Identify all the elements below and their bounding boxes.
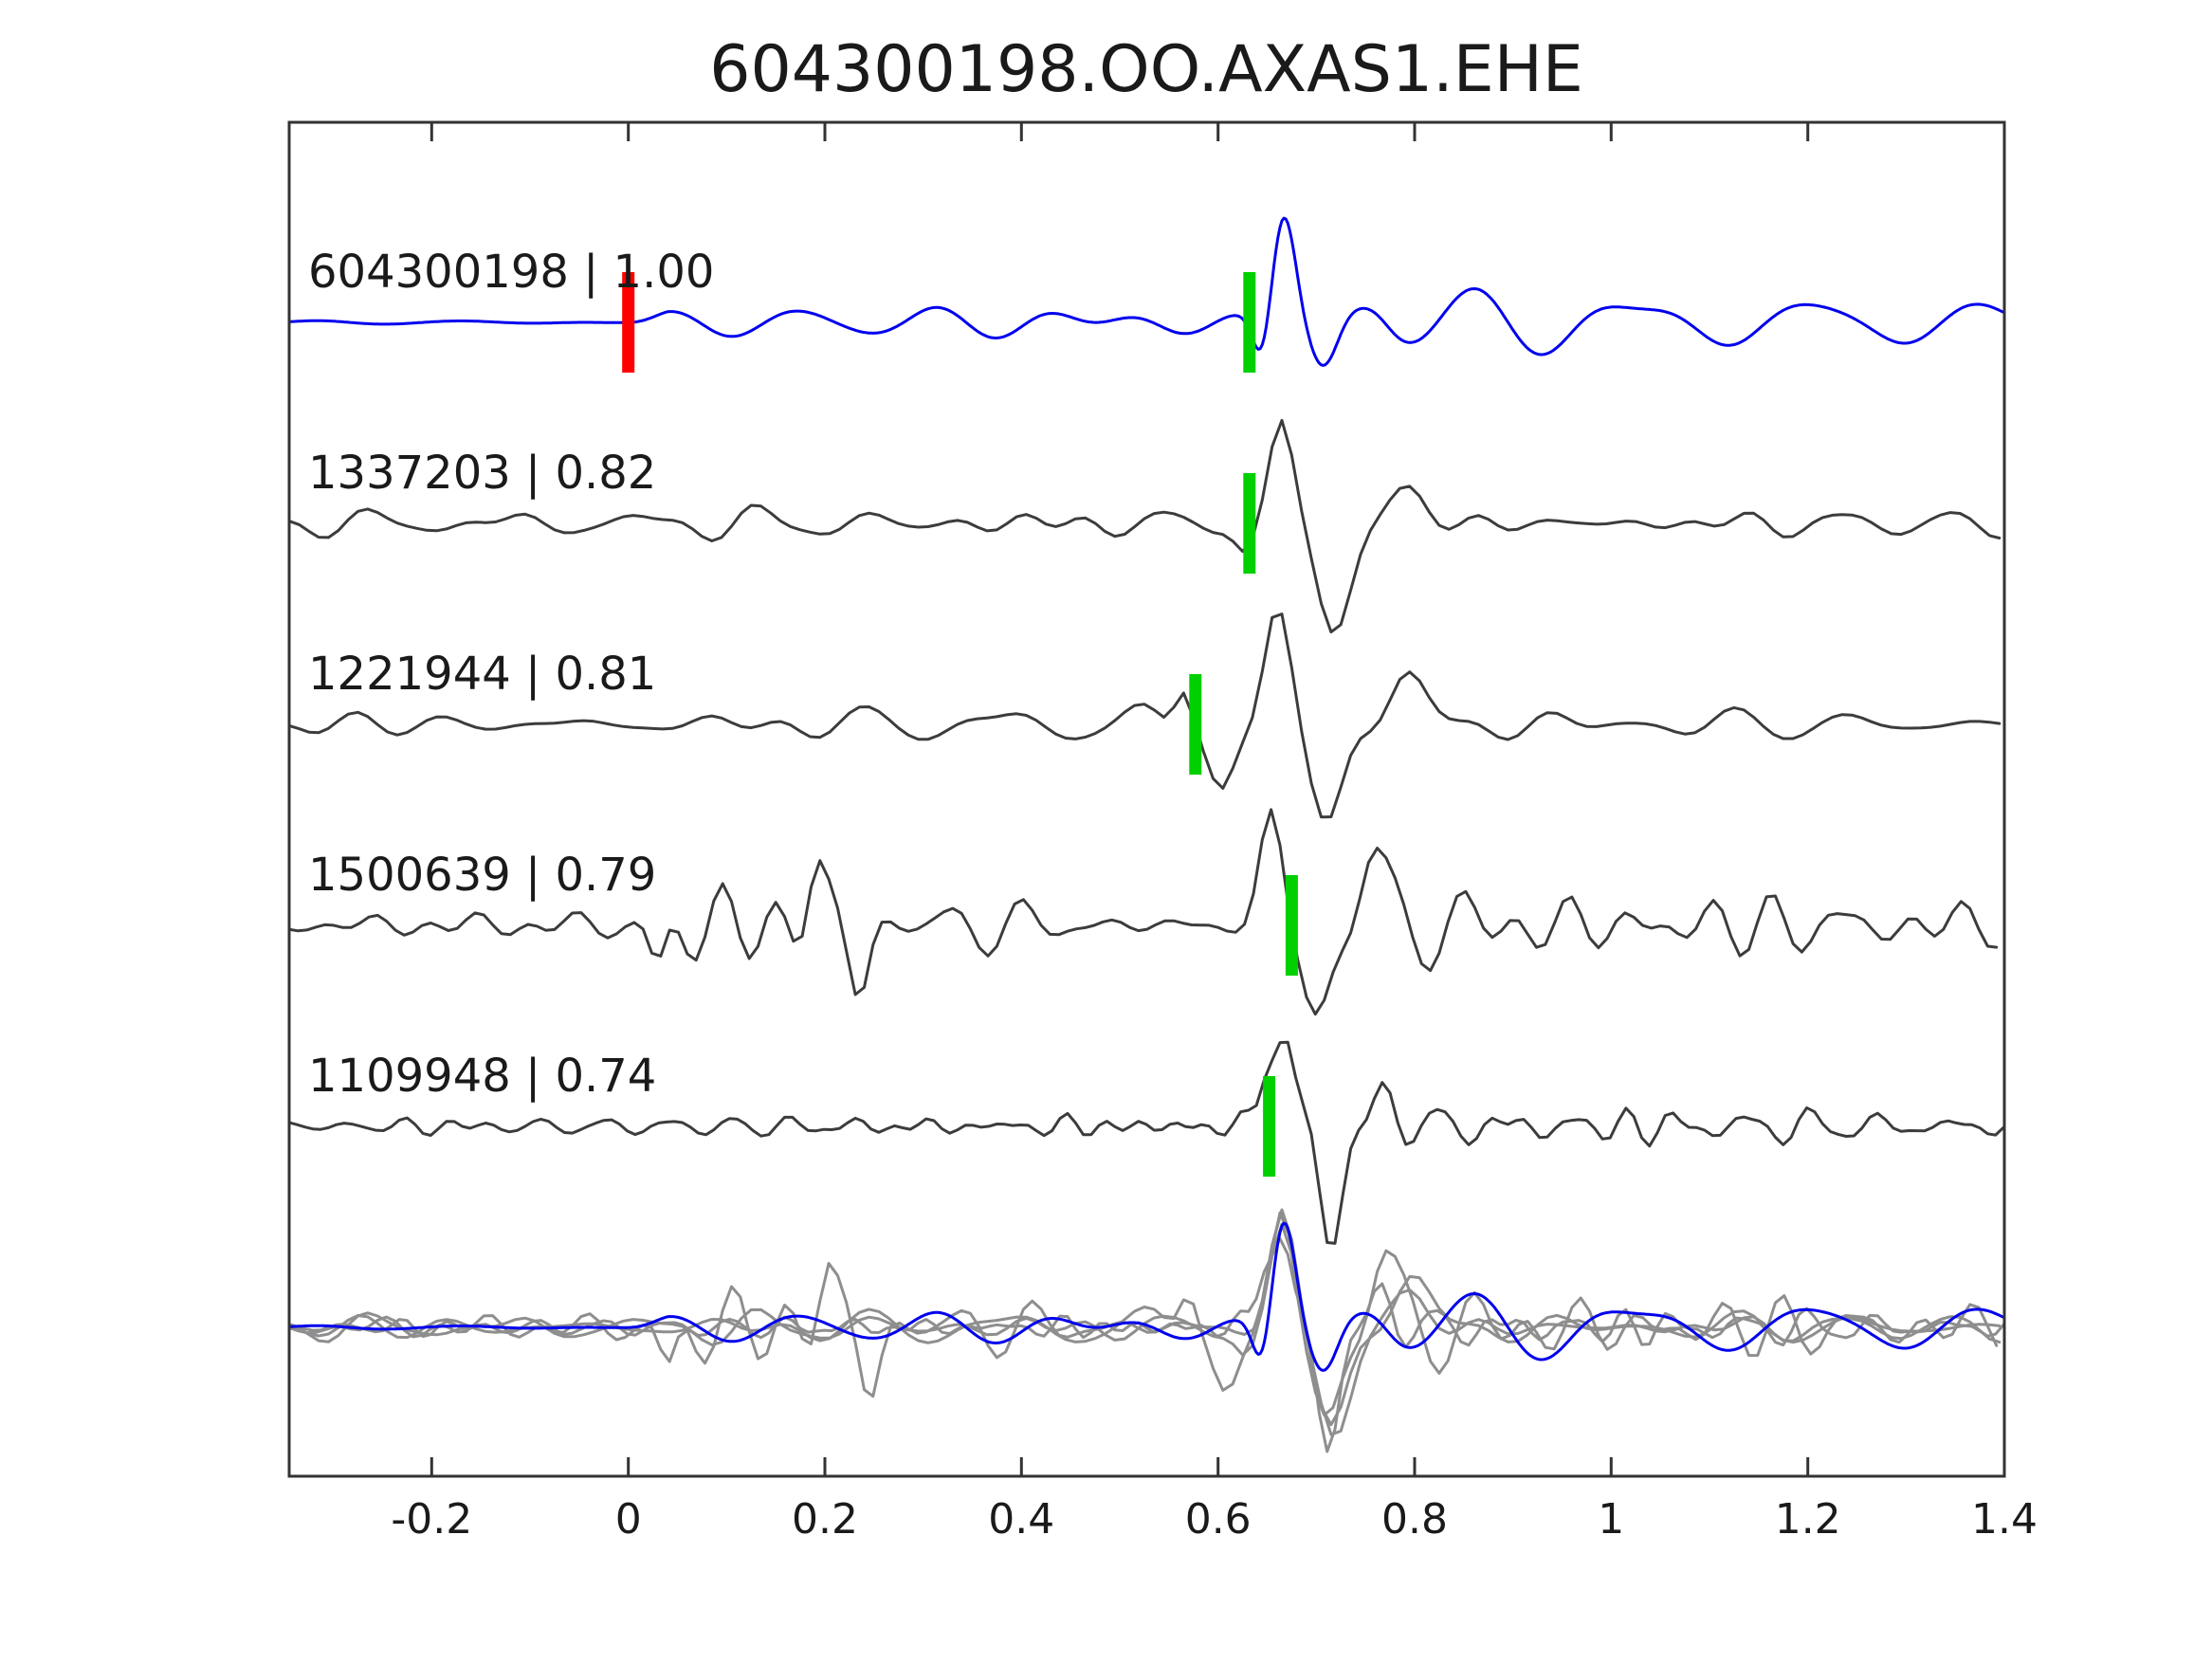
trace-label-1337203: 1337203 | 0.82 bbox=[308, 447, 656, 500]
detection-pick-marker-1109948 bbox=[1263, 1076, 1276, 1177]
detection-pick-marker-604300198 bbox=[1243, 272, 1256, 373]
template-pick-marker-604300198 bbox=[622, 272, 635, 373]
x-axis-tick-label: 0 bbox=[615, 1495, 642, 1544]
overlay-waveform-1109948 bbox=[289, 1236, 2004, 1453]
overlay-waveform-template-604300198 bbox=[289, 1221, 2004, 1372]
plot-area bbox=[289, 216, 2004, 1453]
detection-pick-marker-1221944 bbox=[1189, 674, 1202, 775]
detection-pick-marker-1337203 bbox=[1243, 473, 1256, 574]
x-axis-tick-label: 0.2 bbox=[792, 1495, 858, 1544]
trace-label-1500639: 1500639 | 0.79 bbox=[308, 849, 656, 902]
detection-pick-marker-1500639 bbox=[1285, 875, 1298, 976]
x-axis-tick-label: 1.2 bbox=[1775, 1495, 1841, 1544]
x-axis-tick-label: 0.8 bbox=[1381, 1495, 1448, 1544]
plot-frame bbox=[287, 120, 2006, 1478]
trace-waveform-1337203 bbox=[289, 418, 2002, 634]
x-axis-tick-label: 0.6 bbox=[1185, 1495, 1252, 1544]
trace-waveform-1221944 bbox=[289, 612, 2002, 819]
trace-label-1109948: 1109948 | 0.74 bbox=[308, 1050, 656, 1103]
trace-waveform-1109948 bbox=[289, 1040, 2004, 1245]
trace-waveform-1500639 bbox=[289, 808, 1999, 1016]
x-axis-tick-label: 1.4 bbox=[1971, 1495, 2038, 1544]
x-axis-tick-label: -0.2 bbox=[391, 1495, 472, 1544]
chart-title: 604300198.OO.AXAS1.EHE bbox=[709, 32, 1583, 107]
x-axis-tick-label: 1 bbox=[1598, 1495, 1624, 1544]
x-axis-tick-label: 0.4 bbox=[988, 1495, 1054, 1544]
trace-label-1221944: 1221944 | 0.81 bbox=[308, 648, 656, 701]
trace-waveform-604300198 bbox=[289, 216, 2004, 367]
trace-label-604300198: 604300198 | 1.00 bbox=[308, 246, 714, 299]
overlay-waveform-1500639 bbox=[289, 1211, 1999, 1416]
